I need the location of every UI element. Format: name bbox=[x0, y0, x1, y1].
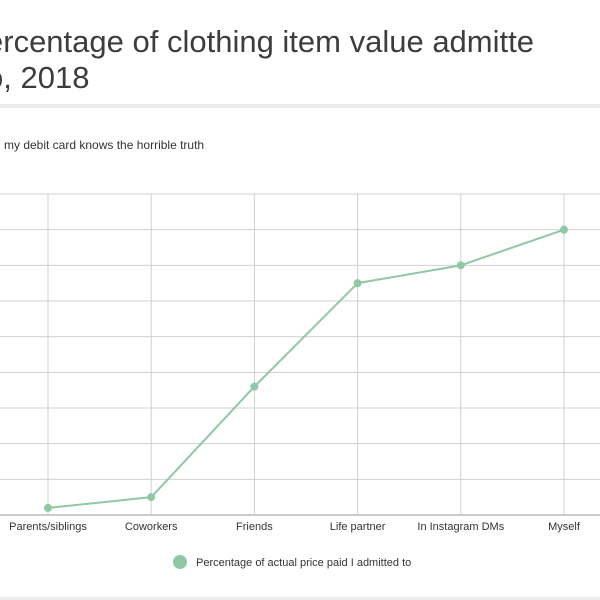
x-tick-label: Coworkers bbox=[125, 521, 178, 533]
x-tick-label: In Instagram DMs bbox=[417, 521, 504, 533]
data-point[interactable] bbox=[44, 503, 52, 512]
data-point[interactable] bbox=[456, 261, 465, 270]
chart-subtitle: my debit card knows the horrible truth bbox=[4, 138, 205, 152]
legend: Percentage of actual price paid I admitt… bbox=[173, 555, 411, 569]
chart-title-line-1: ercentage of clothing item value admitte bbox=[0, 24, 534, 59]
chart-title: ercentage of clothing item value admitte… bbox=[0, 24, 600, 96]
grid-lines bbox=[0, 193, 600, 516]
legend-swatch bbox=[173, 555, 187, 569]
series-layer bbox=[44, 225, 568, 512]
x-tick-labels: Parents/siblings Coworkers Friends Life par… bbox=[9, 521, 581, 533]
data-point[interactable] bbox=[353, 279, 362, 288]
x-tick-label: Friends bbox=[236, 521, 273, 533]
data-point[interactable] bbox=[250, 382, 259, 391]
legend-label: Percentage of actual price paid I admitt… bbox=[196, 557, 411, 569]
chart-title-line-2: o, 2018 bbox=[0, 60, 90, 95]
x-tick-label: Life partner bbox=[330, 521, 386, 533]
footer-divider bbox=[0, 597, 600, 600]
data-point[interactable] bbox=[147, 493, 156, 502]
x-tick-label: Parents/siblings bbox=[9, 521, 87, 533]
data-point[interactable] bbox=[560, 225, 568, 234]
header-divider bbox=[0, 104, 600, 108]
series-line bbox=[47, 228, 565, 509]
x-tick-label: Myself bbox=[548, 521, 581, 533]
